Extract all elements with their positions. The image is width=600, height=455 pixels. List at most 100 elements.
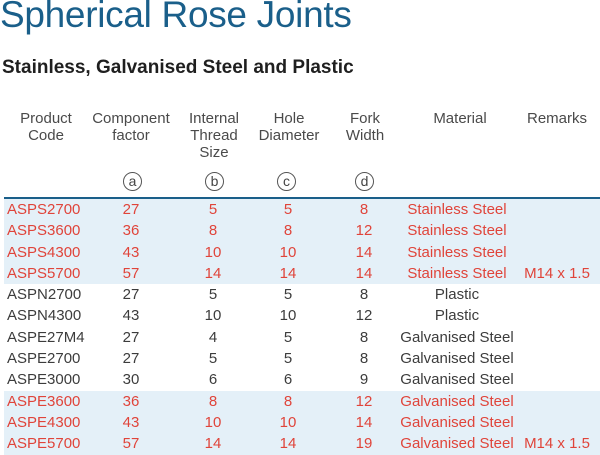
cell-hole-diameter: 14 [279, 264, 297, 282]
cell-thread-size: 5 [208, 286, 218, 304]
cell-thread-size: 6 [208, 371, 218, 389]
cell-component-factor: 43 [122, 413, 140, 431]
cell-hole-diameter: 10 [279, 307, 297, 325]
badge-c: c [277, 172, 296, 191]
cell-component-factor: 36 [122, 392, 140, 410]
cell-material: Stainless Steel [407, 201, 507, 218]
cell-thread-size: 5 [208, 201, 218, 218]
header-product-code: Product Code [20, 110, 72, 144]
header-divider [4, 197, 600, 199]
header-fork-width: Fork Width [345, 110, 385, 144]
cell-product-code: ASPE3600 [7, 392, 81, 410]
cell-product-code: ASPE4300 [7, 413, 81, 431]
cell-component-factor: 27 [122, 201, 140, 218]
cell-fork-width: 14 [355, 264, 373, 282]
cell-product-code: ASPN4300 [7, 307, 82, 325]
cell-fork-width: 12 [355, 392, 373, 410]
page-subtitle: Stainless, Galvanised Steel and Plastic [2, 57, 354, 78]
cell-thread-size: 10 [204, 243, 222, 261]
cell-material: Plastic [434, 286, 480, 304]
table-row: ASPE5700 57 14 14 19 Galvanised Steel M14 x 1.… [4, 433, 600, 455]
cell-fork-width: 8 [359, 201, 369, 218]
cell-hole-diameter: 6 [283, 371, 293, 389]
table-row: ASPN2700 27 5 5 8 Plastic [4, 284, 600, 306]
header-hole-diameter: Hole Diameter [258, 110, 320, 144]
badge-d: d [355, 172, 374, 191]
cell-material: Plastic [434, 307, 480, 325]
cell-component-factor: 27 [122, 286, 140, 304]
header-internal-thread-size: Internal Thread Size [188, 110, 240, 161]
cell-fork-width: 14 [355, 413, 373, 431]
cell-component-factor: 57 [122, 264, 140, 282]
cell-thread-size: 10 [204, 413, 222, 431]
cell-material: Stainless Steel [407, 243, 507, 261]
table-row: ASPS5700 57 14 14 14 Stainless Steel M14 x 1.5 [4, 262, 600, 285]
cell-material: Galvanised Steel [400, 371, 514, 389]
cell-material: Stainless Steel [407, 264, 507, 282]
cell-hole-diameter: 8 [283, 222, 293, 240]
table-row: ASPE3600 36 8 8 12 Galvanised Steel [4, 390, 600, 412]
cell-product-code: ASPE27M4 [7, 328, 85, 346]
cell-material: Galvanised Steel [400, 350, 514, 368]
cell-hole-diameter: 5 [283, 201, 293, 218]
cell-product-code: ASPS5700 [7, 264, 81, 282]
cell-fork-width: 8 [359, 286, 369, 304]
cell-remarks: M14 x 1.5 [524, 435, 590, 453]
table-row: ASPN4300 43 10 10 12 Plastic [4, 305, 600, 327]
cell-component-factor: 43 [122, 243, 140, 261]
header-material: Material [433, 110, 487, 127]
cell-component-factor: 36 [122, 222, 140, 240]
cell-fork-width: 19 [355, 435, 373, 453]
cell-thread-size: 10 [204, 307, 222, 325]
cell-hole-diameter: 5 [283, 350, 293, 368]
table-row: ASPE4300 43 10 10 14 Galvanised Steel [4, 411, 600, 434]
cell-hole-diameter: 8 [283, 392, 293, 410]
table-row: ASPS4300 43 10 10 14 Stainless Steel [4, 241, 600, 263]
page-title: Spherical Rose Joints [0, 0, 352, 35]
cell-fork-width: 8 [359, 350, 369, 368]
cell-product-code: ASPE2700 [7, 350, 81, 368]
cell-hole-diameter: 14 [279, 435, 297, 453]
table-row: ASPE27M4 27 4 5 8 Galvanised Steel [4, 326, 600, 349]
cell-hole-diameter: 10 [279, 243, 297, 261]
badge-a: a [123, 172, 142, 191]
cell-product-code: ASPE5700 [7, 435, 81, 453]
cell-component-factor: 43 [122, 307, 140, 325]
cell-product-code: ASPN2700 [7, 286, 82, 304]
cell-material: Stainless Steel [407, 222, 507, 240]
cell-hole-diameter: 10 [279, 413, 297, 431]
cell-product-code: ASPS4300 [7, 243, 81, 261]
cell-fork-width: 14 [355, 243, 373, 261]
table-body: ASPS2700 27 5 5 8 Stainless Steel ASPS3600 36 8 8… [4, 199, 600, 455]
cell-fork-width: 9 [359, 371, 369, 389]
cell-thread-size: 14 [204, 435, 222, 453]
cell-product-code: ASPE3000 [7, 371, 81, 389]
cell-material: Galvanised Steel [400, 413, 514, 431]
cell-component-factor: 30 [122, 371, 140, 389]
cell-hole-diameter: 5 [283, 328, 293, 346]
cell-product-code: ASPS3600 [7, 222, 81, 240]
table-row: ASPE3000 30 6 6 9 Galvanised Steel [4, 369, 600, 391]
cell-material: Galvanised Steel [400, 435, 514, 453]
cell-component-factor: 27 [122, 350, 140, 368]
header-remarks: Remarks [526, 110, 587, 127]
cell-thread-size: 8 [208, 222, 218, 240]
table-row: ASPS2700 27 5 5 8 Stainless Steel [4, 199, 600, 221]
cell-thread-size: 5 [208, 350, 218, 368]
table-header: Product Code Component factor Internal T… [0, 110, 600, 200]
cell-material: Galvanised Steel [400, 392, 514, 410]
table-row: ASPS3600 36 8 8 12 Stainless Steel [4, 220, 600, 242]
badge-b: b [205, 172, 224, 191]
header-component-factor: Component factor [92, 110, 170, 144]
cell-thread-size: 4 [208, 328, 218, 346]
cell-product-code: ASPS2700 [7, 201, 81, 218]
cell-remarks: M14 x 1.5 [524, 264, 590, 282]
cell-component-factor: 27 [122, 328, 140, 346]
cell-thread-size: 14 [204, 264, 222, 282]
cell-fork-width: 12 [355, 222, 373, 240]
cell-material: Galvanised Steel [400, 328, 514, 346]
cell-hole-diameter: 5 [283, 286, 293, 304]
cell-thread-size: 8 [208, 392, 218, 410]
cell-fork-width: 8 [359, 328, 369, 346]
cell-component-factor: 57 [122, 435, 140, 453]
